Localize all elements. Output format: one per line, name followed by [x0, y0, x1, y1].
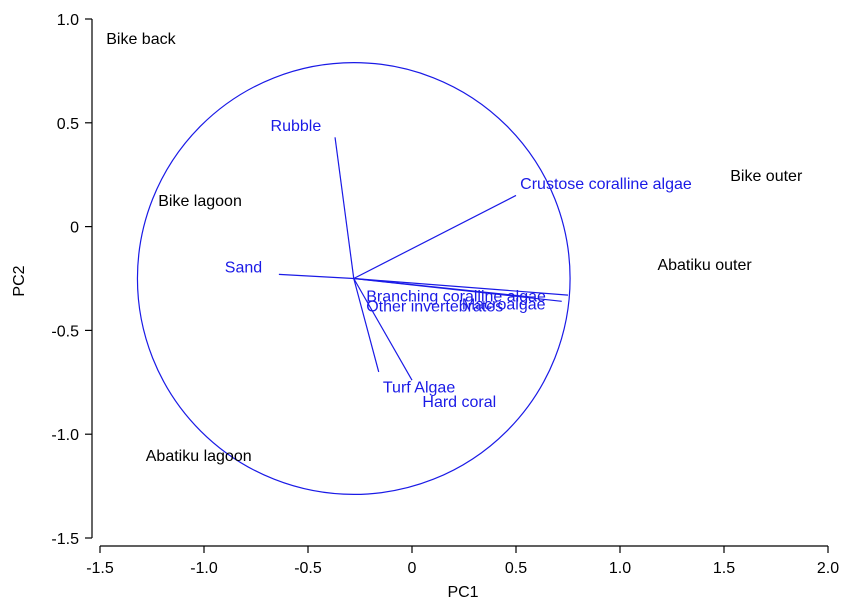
x-tick-label: 2.0: [817, 560, 839, 577]
y-tick-label: -1.5: [51, 531, 79, 548]
vector-crustose-coralline-algae: [353, 194, 517, 280]
site-label-bike-outer: Bike outer: [730, 168, 803, 185]
y-tick-label: 1.0: [57, 12, 79, 29]
vector-rubble: [334, 137, 355, 279]
y-axis-title: PC2: [11, 265, 28, 296]
x-tick-label: 1.0: [609, 560, 631, 577]
vector-macroalgae: [353, 277, 562, 302]
site-label-bike-back: Bike back: [106, 31, 176, 48]
vector-label-branching-coralline-algae: Branching coralline algae: [366, 288, 546, 305]
x-tick-label: -1.0: [190, 560, 218, 577]
vector-label-crustose-coralline-algae: Crustose coralline algae: [520, 176, 692, 193]
vector-sand: [278, 273, 354, 280]
y-tick-label: -0.5: [51, 323, 79, 340]
x-tick-label: 0.5: [505, 560, 527, 577]
y-tick-label: 0.5: [57, 116, 79, 133]
vector-label-other-invertebrates: Other invertebrates: [366, 299, 503, 316]
vector-label-turf-algae: Turf Algae: [383, 380, 455, 397]
vector-label-sand: Sand: [225, 259, 262, 276]
vector-hard-coral: [353, 278, 413, 381]
x-tick-label: 0: [408, 560, 417, 577]
site-label-abatiku-outer: Abatiku outer: [657, 257, 752, 274]
site-layer: Bike back Bike lagoon Bike outer Abatiku ou…: [106, 31, 803, 465]
vector-turf-algae: [353, 278, 380, 373]
y-tick-label: -1.0: [51, 427, 79, 444]
vector-branching-coralline-algae: [353, 277, 569, 296]
x-tick-label: -1.5: [86, 560, 114, 577]
site-label-bike-lagoon: Bike lagoon: [158, 193, 242, 210]
correlation-circle: [136, 61, 571, 496]
vector-label-hard-coral: Hard coral: [422, 394, 496, 411]
x-axis-title: PC1: [447, 584, 478, 601]
axes: -1.5 -1.0 -0.5 0 0.5 1.0 1.5 2.0 -1.5 -1.0 -0.5 0 0.…: [51, 12, 839, 577]
y-tick-label: 0: [70, 220, 79, 237]
x-tick-label: -0.5: [294, 560, 322, 577]
x-tick-label: 1.5: [713, 560, 735, 577]
vector-label-macroalgae: Macroalgae: [462, 297, 546, 314]
vector-label-rubble: Rubble: [271, 118, 322, 135]
vector-layer: Rubble Crustose coralline algae Sand Branch…: [225, 118, 692, 411]
correlation-circle-layer: [136, 61, 571, 496]
site-label-abatiku-lagoon: Abatiku lagoon: [146, 448, 252, 465]
